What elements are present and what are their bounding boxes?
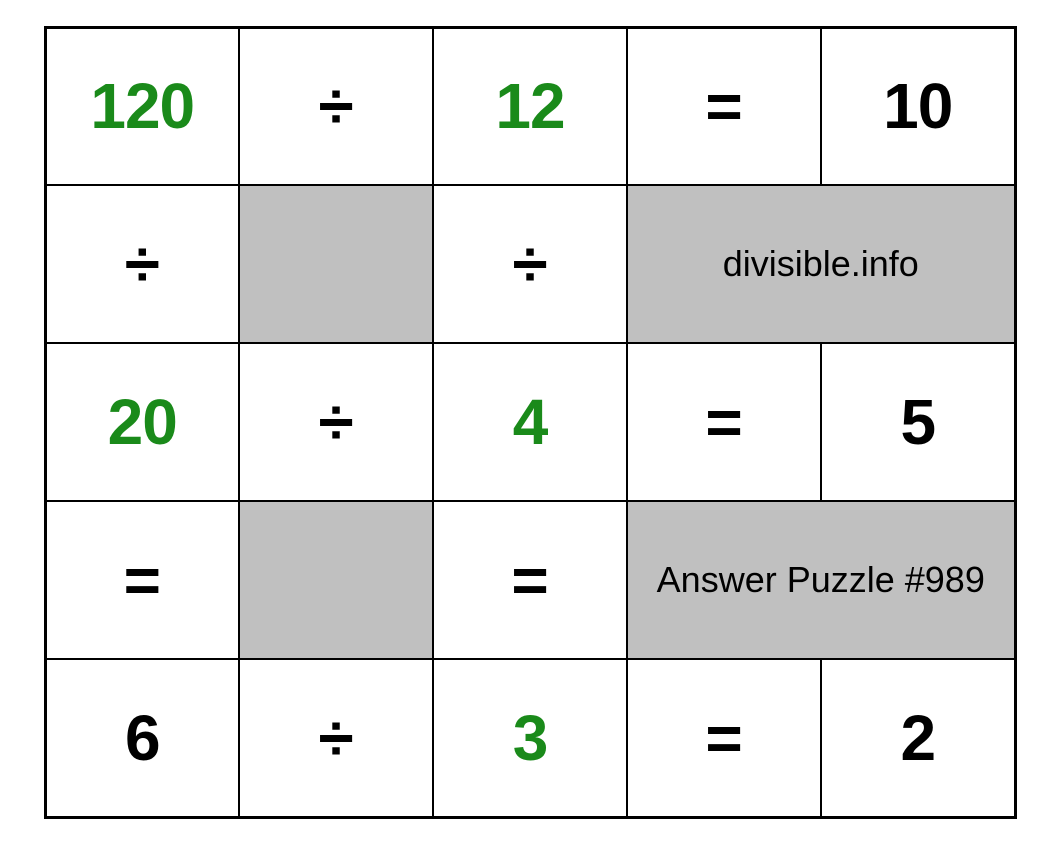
cell-r5c1: 6 [45,659,239,817]
cell-r4c3-equals: = [433,501,627,659]
cell-r1c5: 10 [821,27,1015,185]
puzzle-row-4: = = Answer Puzzle #989 [45,501,1015,659]
cell-r2-info: divisible.info [627,185,1015,343]
cell-r3c1: 20 [45,343,239,501]
puzzle-row-2: ÷ ÷ divisible.info [45,185,1015,343]
cell-r1c4-equals: = [627,27,821,185]
cell-r2c3-divide: ÷ [433,185,627,343]
cell-r4c2-blank [239,501,433,659]
division-puzzle-grid: 120 ÷ 12 = 10 ÷ ÷ divisible.info 20 ÷ 4 … [44,26,1017,819]
cell-r4c1-equals: = [45,501,239,659]
cell-r1c2-divide: ÷ [239,27,433,185]
cell-r1c3: 12 [433,27,627,185]
cell-r5c3: 3 [433,659,627,817]
puzzle-row-5: 6 ÷ 3 = 2 [45,659,1015,817]
cell-r2c1-divide: ÷ [45,185,239,343]
cell-r2c2-blank [239,185,433,343]
puzzle-row-1: 120 ÷ 12 = 10 [45,27,1015,185]
cell-r4-info: Answer Puzzle #989 [627,501,1015,659]
cell-r5c2-divide: ÷ [239,659,433,817]
cell-r1c1: 120 [45,27,239,185]
cell-r5c5: 2 [821,659,1015,817]
cell-r3c5: 5 [821,343,1015,501]
cell-r3c2-divide: ÷ [239,343,433,501]
cell-r3c4-equals: = [627,343,821,501]
cell-r3c3: 4 [433,343,627,501]
cell-r5c4-equals: = [627,659,821,817]
puzzle-row-3: 20 ÷ 4 = 5 [45,343,1015,501]
